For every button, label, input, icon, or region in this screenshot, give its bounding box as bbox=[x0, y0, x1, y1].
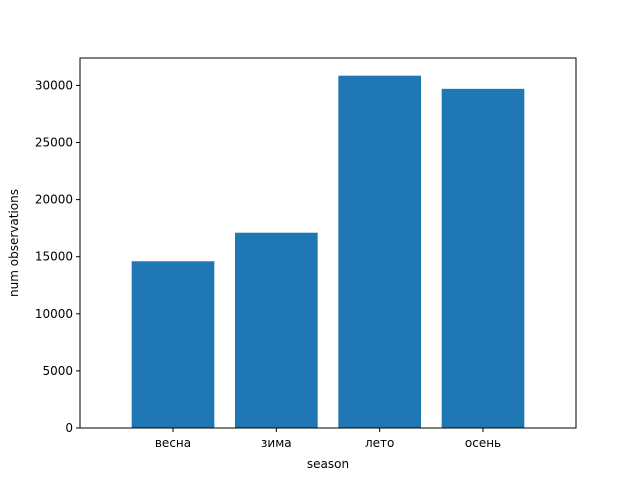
plot-frame bbox=[79, 57, 577, 429]
y-axis-label: num observations bbox=[7, 189, 21, 297]
y-tick-label: 30000 bbox=[35, 78, 73, 92]
x-axis: весна зима лето осень bbox=[155, 428, 501, 450]
x-tick-label: весна bbox=[155, 436, 191, 450]
y-tick-label: 25000 bbox=[35, 136, 73, 150]
y-tick-label: 15000 bbox=[35, 250, 73, 264]
y-tick-label: 5000 bbox=[42, 364, 73, 378]
x-tick-label: лето bbox=[365, 436, 394, 450]
bar-3 bbox=[441, 88, 525, 428]
bar-2 bbox=[338, 75, 421, 428]
y-axis: 0 5000 10000 15000 20000 25000 30000 bbox=[35, 78, 80, 435]
x-tick-label: зима bbox=[261, 436, 292, 450]
bar-1 bbox=[235, 232, 318, 428]
y-tick-label: 10000 bbox=[35, 307, 73, 321]
x-tick-label: осень bbox=[465, 436, 501, 450]
y-tick-label: 0 bbox=[65, 421, 73, 435]
bar-0 bbox=[131, 261, 215, 428]
y-tick-label: 20000 bbox=[35, 193, 73, 207]
x-axis-label: season bbox=[307, 457, 349, 471]
bars-group bbox=[131, 75, 525, 428]
